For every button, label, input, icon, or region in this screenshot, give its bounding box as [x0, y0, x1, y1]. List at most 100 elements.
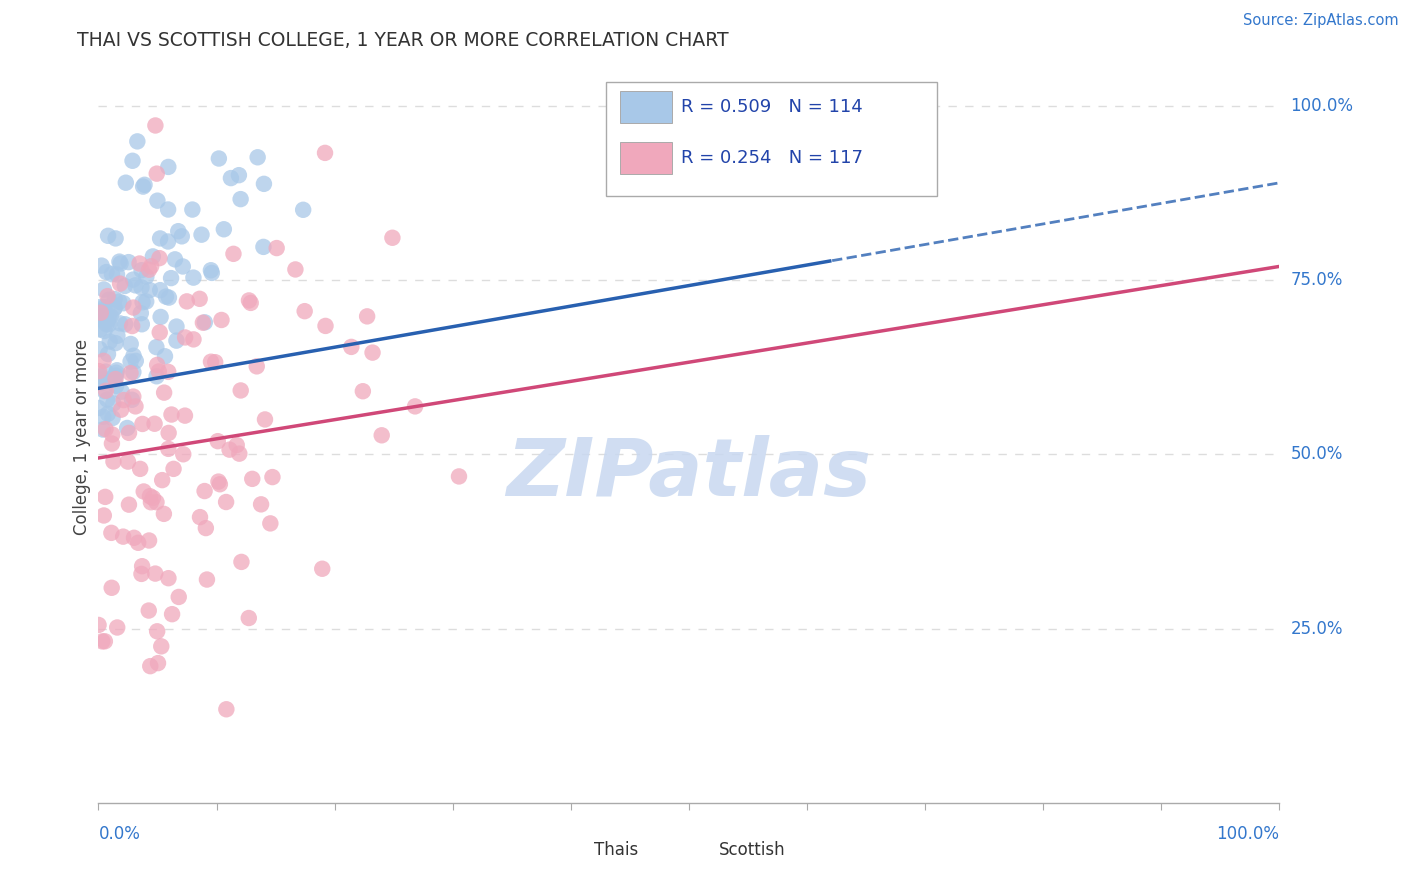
Point	[194, 315, 217, 329]
Point	[157, 365, 180, 379]
Point	[157, 202, 180, 217]
Point	[340, 340, 363, 354]
Point	[90, 372, 112, 386]
Point	[141, 260, 163, 274]
Text: 100.0%: 100.0%	[1291, 97, 1354, 115]
Point	[162, 462, 184, 476]
Point	[120, 354, 142, 368]
Point	[118, 498, 141, 512]
Point	[149, 310, 172, 324]
Point	[89, 342, 111, 356]
Point	[191, 316, 214, 330]
Point	[160, 408, 183, 422]
Point	[96, 392, 118, 407]
FancyBboxPatch shape	[620, 91, 672, 123]
Point	[96, 265, 118, 279]
Point	[174, 409, 197, 423]
Point	[100, 525, 122, 540]
Point	[114, 279, 136, 293]
Point	[138, 603, 160, 617]
Point	[122, 349, 145, 363]
Point	[121, 392, 143, 407]
Point	[124, 400, 146, 414]
Point	[103, 301, 125, 316]
Point	[160, 607, 183, 622]
Point	[315, 318, 337, 333]
Point	[89, 311, 111, 326]
Point	[94, 384, 117, 398]
Point	[163, 252, 186, 267]
Point	[91, 423, 114, 437]
Point	[142, 491, 165, 505]
Point	[90, 312, 112, 326]
Point	[292, 202, 315, 217]
Point	[103, 454, 125, 468]
Point	[132, 179, 155, 194]
Point	[204, 355, 226, 369]
Point	[127, 135, 149, 149]
Point	[131, 559, 153, 574]
Point	[200, 263, 222, 277]
Point	[143, 566, 166, 581]
Point	[134, 178, 156, 192]
Point	[170, 229, 193, 244]
Point	[138, 283, 160, 297]
Point	[105, 368, 128, 383]
Point	[96, 313, 118, 327]
Point	[91, 409, 114, 424]
Point	[112, 296, 135, 310]
Point	[100, 581, 122, 595]
Point	[108, 294, 131, 309]
Point	[157, 160, 180, 174]
Point	[176, 294, 198, 309]
Point	[97, 318, 120, 332]
Point	[139, 489, 162, 503]
Point	[131, 417, 153, 431]
Point	[157, 571, 180, 585]
Point	[87, 618, 110, 632]
Point	[153, 385, 176, 400]
Point	[129, 306, 152, 320]
Point	[135, 294, 157, 309]
Point	[228, 447, 250, 461]
Point	[104, 301, 127, 315]
Point	[150, 640, 173, 654]
Point	[108, 317, 131, 331]
Point	[90, 259, 112, 273]
Point	[105, 620, 128, 634]
Point	[108, 254, 131, 268]
Point	[266, 241, 288, 255]
Point	[139, 495, 162, 509]
Point	[122, 272, 145, 286]
Point	[110, 256, 132, 270]
Point	[201, 266, 224, 280]
Point	[218, 442, 240, 457]
Point	[157, 425, 180, 440]
Point	[157, 235, 180, 249]
Point	[111, 384, 134, 399]
Point	[145, 495, 167, 509]
Point	[222, 247, 245, 261]
Point	[146, 656, 169, 670]
Point	[165, 334, 187, 348]
Point	[188, 292, 211, 306]
Point	[101, 436, 124, 450]
Point	[91, 376, 114, 390]
Text: 0.0%: 0.0%	[98, 825, 141, 843]
Point	[250, 497, 273, 511]
Point	[117, 255, 139, 269]
Point	[190, 227, 212, 242]
Point	[129, 462, 152, 476]
Point	[90, 310, 112, 324]
Point	[101, 267, 124, 281]
Point	[215, 702, 238, 716]
Point	[87, 364, 110, 378]
FancyBboxPatch shape	[681, 838, 714, 865]
Point	[311, 562, 333, 576]
Point	[183, 332, 205, 346]
Point	[240, 472, 263, 486]
Point	[150, 473, 173, 487]
Text: ZIPatlas: ZIPatlas	[506, 434, 872, 513]
Point	[160, 271, 183, 285]
Point	[239, 296, 262, 310]
